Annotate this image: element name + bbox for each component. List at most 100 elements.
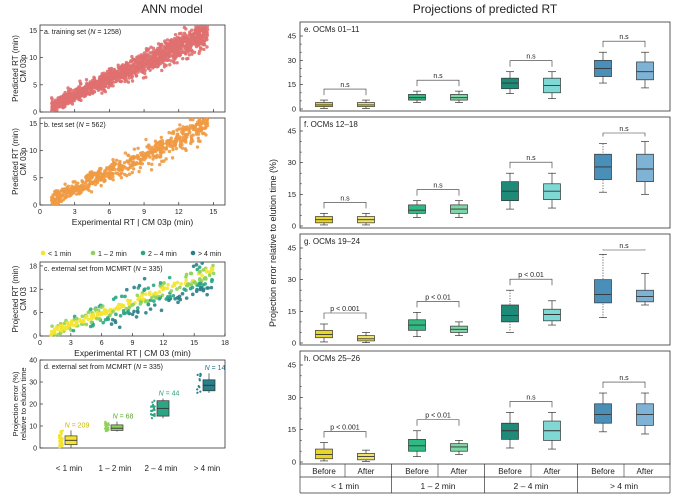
data-point bbox=[179, 282, 183, 286]
data-point bbox=[198, 40, 203, 44]
data-point bbox=[194, 262, 199, 267]
data-point bbox=[128, 165, 133, 170]
y-tick-label: 12 bbox=[29, 287, 37, 294]
data-point bbox=[164, 157, 168, 161]
data-point bbox=[187, 53, 192, 57]
data-point bbox=[165, 144, 169, 148]
data-point bbox=[210, 277, 214, 282]
chart-layer: 0 5 10 15 a. training set (N = 1258) Predicte… bbox=[11, 21, 671, 494]
significance-label: n.s bbox=[619, 34, 629, 41]
y-tick-label: 30 bbox=[288, 56, 296, 65]
data-point bbox=[152, 64, 156, 68]
data-point bbox=[109, 66, 114, 71]
data-point bbox=[157, 290, 162, 294]
data-point bbox=[66, 86, 70, 90]
data-point bbox=[80, 314, 85, 319]
jitter-point bbox=[58, 435, 62, 439]
jitter-point bbox=[107, 428, 110, 431]
data-point bbox=[201, 287, 206, 292]
data-point bbox=[202, 43, 207, 47]
legend-entry: < 1 min bbox=[48, 251, 71, 258]
data-point bbox=[103, 76, 107, 81]
data-point bbox=[159, 54, 163, 58]
data-point bbox=[113, 295, 118, 300]
data-point bbox=[176, 296, 181, 301]
data-point bbox=[100, 91, 104, 95]
data-point bbox=[112, 67, 117, 72]
data-point bbox=[154, 154, 158, 158]
significance-bracket bbox=[323, 431, 367, 438]
box bbox=[501, 304, 519, 323]
data-point bbox=[190, 292, 195, 297]
data-point bbox=[171, 129, 176, 134]
data-point bbox=[123, 74, 127, 78]
data-point bbox=[136, 56, 140, 60]
data-point bbox=[135, 64, 139, 69]
data-point bbox=[160, 150, 165, 154]
data-point bbox=[68, 189, 72, 193]
significance-label: n.s bbox=[433, 183, 443, 190]
data-point bbox=[198, 139, 202, 144]
data-point bbox=[153, 139, 158, 143]
data-point bbox=[193, 37, 198, 41]
data-point bbox=[68, 97, 73, 101]
jitter-point bbox=[58, 445, 61, 449]
y-tick-label: 30 bbox=[288, 158, 296, 167]
data-point bbox=[95, 316, 99, 321]
data-point bbox=[149, 150, 154, 154]
data-point bbox=[148, 68, 152, 72]
data-point bbox=[161, 141, 165, 146]
data-point bbox=[177, 137, 182, 141]
data-point bbox=[205, 32, 209, 37]
data-point bbox=[80, 86, 84, 91]
data-point bbox=[207, 273, 212, 278]
data-point bbox=[66, 325, 70, 329]
data-point bbox=[168, 39, 172, 43]
sublabel-before: Before bbox=[591, 467, 615, 476]
data-point bbox=[142, 276, 147, 281]
data-point bbox=[153, 145, 157, 149]
data-point bbox=[136, 155, 141, 159]
data-point bbox=[78, 79, 82, 83]
data-point bbox=[192, 280, 196, 285]
data-point bbox=[191, 117, 195, 122]
data-point bbox=[151, 57, 156, 62]
data-point bbox=[143, 64, 148, 69]
data-point bbox=[125, 63, 130, 67]
data-point bbox=[137, 169, 141, 174]
data-point bbox=[94, 172, 99, 176]
data-point bbox=[205, 45, 209, 49]
data-point bbox=[120, 164, 124, 168]
sublabel-before: Before bbox=[498, 467, 522, 476]
sublabel-after: After bbox=[358, 467, 375, 476]
jitter-point bbox=[150, 417, 154, 420]
data-point bbox=[106, 85, 111, 90]
data-point bbox=[121, 303, 125, 308]
box bbox=[315, 448, 333, 460]
data-point bbox=[167, 149, 172, 154]
data-point bbox=[179, 127, 183, 131]
jitter-point bbox=[59, 430, 62, 434]
data-point bbox=[151, 153, 155, 158]
y-tick-label: 15 bbox=[288, 425, 296, 434]
significance-bracket bbox=[602, 381, 646, 389]
data-point bbox=[181, 44, 185, 48]
y-tick-label: 45 bbox=[288, 32, 296, 41]
data-point bbox=[185, 46, 189, 50]
panel-frame-e bbox=[299, 21, 671, 112]
significance-label: n.s bbox=[526, 54, 536, 61]
data-point bbox=[77, 192, 81, 196]
significance-bracket bbox=[323, 202, 367, 209]
data-point bbox=[115, 79, 119, 83]
significance-label: p < 0.001 bbox=[330, 306, 359, 313]
data-point bbox=[139, 53, 144, 57]
box bbox=[543, 308, 561, 322]
data-point bbox=[52, 193, 57, 197]
data-point bbox=[165, 38, 170, 42]
data-point bbox=[121, 66, 125, 70]
data-point bbox=[84, 78, 89, 82]
data-point bbox=[154, 149, 158, 153]
data-point bbox=[172, 36, 177, 41]
data-point bbox=[191, 264, 196, 269]
data-point bbox=[203, 282, 208, 286]
